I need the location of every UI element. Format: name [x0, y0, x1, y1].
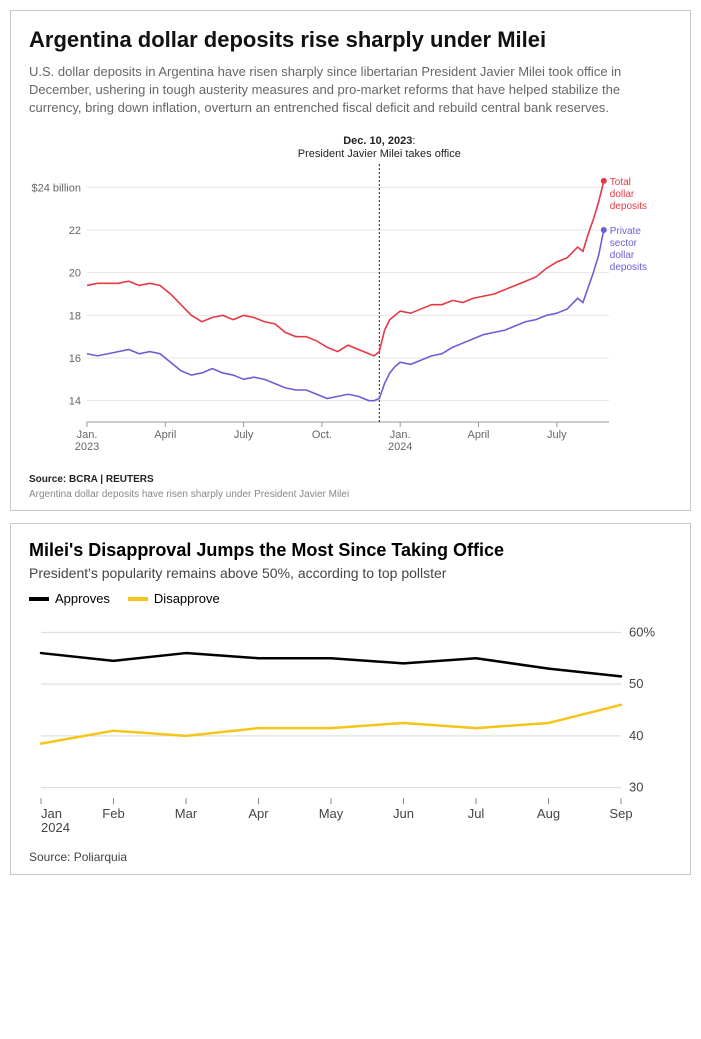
svg-text:Oct.: Oct.: [312, 429, 332, 441]
svg-text:sector: sector: [610, 238, 638, 249]
svg-text:April: April: [154, 429, 176, 441]
svg-text:Mar: Mar: [175, 806, 198, 821]
svg-text:May: May: [319, 806, 344, 821]
svg-text:Total: Total: [610, 176, 631, 187]
svg-text:dollar: dollar: [610, 188, 635, 199]
svg-text:Jun: Jun: [393, 806, 414, 821]
chart1-subtitle: U.S. dollar deposits in Argentina have r…: [29, 63, 672, 118]
svg-text:July: July: [547, 429, 567, 441]
svg-text:July: July: [234, 429, 254, 441]
svg-text:Jan.: Jan.: [77, 429, 98, 441]
svg-text:Feb: Feb: [102, 806, 124, 821]
chart2-source: Source: Poliarquia: [29, 850, 672, 864]
svg-text:Private: Private: [610, 226, 642, 237]
svg-text:President Javier Milei takes o: President Javier Milei takes office: [298, 148, 461, 160]
svg-text:Jul: Jul: [468, 806, 485, 821]
svg-text:2023: 2023: [75, 441, 99, 453]
svg-text:60%: 60%: [629, 624, 655, 639]
chart2-panel: Milei's Disapproval Jumps the Most Since…: [10, 523, 691, 876]
svg-text:Sep: Sep: [609, 806, 632, 821]
chart1-plot: 1416182022$24 billionJan.2023AprilJulyOc…: [29, 126, 672, 466]
chart1-caption: Argentina dollar deposits have risen sha…: [29, 489, 672, 500]
svg-text:Jan: Jan: [41, 806, 62, 821]
svg-text:deposits: deposits: [610, 200, 647, 211]
chart1-title: Argentina dollar deposits rise sharply u…: [29, 27, 672, 53]
svg-text:50: 50: [629, 676, 643, 691]
svg-text:22: 22: [69, 225, 81, 237]
svg-text:16: 16: [69, 353, 81, 365]
svg-text:2024: 2024: [41, 820, 70, 835]
legend-item: Approves: [29, 591, 110, 606]
svg-text:Apr: Apr: [248, 806, 269, 821]
legend-item: Disapprove: [128, 591, 220, 606]
svg-text:Jan.: Jan.: [390, 429, 411, 441]
svg-text:30: 30: [629, 780, 643, 795]
svg-text:18: 18: [69, 310, 81, 322]
chart2-legend: Approves Disapprove: [29, 589, 672, 607]
chart2-subtitle: President's popularity remains above 50%…: [29, 565, 672, 581]
svg-text:14: 14: [69, 395, 81, 407]
svg-text:Dec. 10, 2023:: Dec. 10, 2023:: [343, 135, 415, 147]
svg-text:40: 40: [629, 728, 643, 743]
svg-text:2024: 2024: [388, 441, 412, 453]
svg-text:deposits: deposits: [610, 262, 647, 273]
svg-text:dollar: dollar: [610, 250, 635, 261]
svg-text:April: April: [467, 429, 489, 441]
chart2-plot: 30 40 50 60% Jan2024 Feb Mar Apr May Jun Jul Aug Sep: [29, 612, 672, 842]
svg-text:$24 billion: $24 billion: [31, 182, 81, 194]
svg-text:Aug: Aug: [537, 806, 560, 821]
chart2-title: Milei's Disapproval Jumps the Most Since…: [29, 540, 672, 561]
chart1-source: Source: BCRA | REUTERS: [29, 474, 672, 485]
chart1-panel: Argentina dollar deposits rise sharply u…: [10, 10, 691, 511]
svg-text:20: 20: [69, 267, 81, 279]
